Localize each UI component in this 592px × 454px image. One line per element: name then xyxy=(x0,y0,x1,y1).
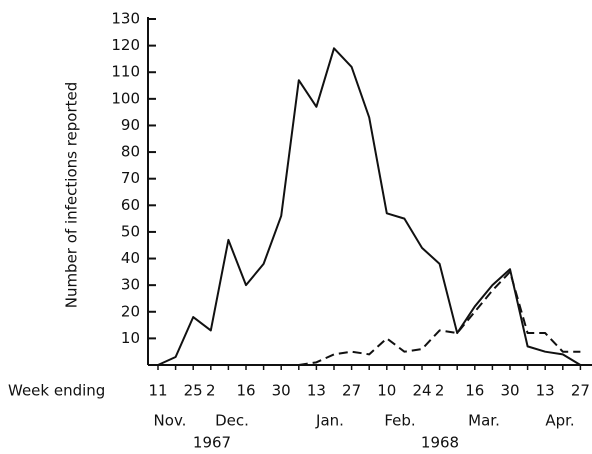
x-tick-label: 27 xyxy=(342,382,361,400)
y-tick-label: 20 xyxy=(121,302,140,320)
y-tick-label: 60 xyxy=(121,196,140,214)
month-label: Apr. xyxy=(545,412,574,430)
y-tick-label: 40 xyxy=(121,249,140,267)
y-tick-label: 130 xyxy=(111,10,140,28)
y-tick-label: 70 xyxy=(121,169,140,187)
y-tick-label: 80 xyxy=(121,143,140,161)
x-tick-label: 27 xyxy=(571,382,590,400)
x-tick-label: 10 xyxy=(377,382,396,400)
x-tick-label: 2 xyxy=(435,382,445,400)
x-tick-label: 30 xyxy=(500,382,519,400)
series-line xyxy=(157,47,581,366)
x-tick-label: 16 xyxy=(236,382,255,400)
y-tick-label: 90 xyxy=(121,116,140,134)
month-label: Nov. xyxy=(154,412,187,430)
y-tick-label: 120 xyxy=(111,36,140,54)
month-label: Dec. xyxy=(215,412,249,430)
x-tick-label: 25 xyxy=(184,382,203,400)
series-line xyxy=(298,270,581,366)
y-tick-label: 50 xyxy=(121,222,140,240)
x-tick-label: 24 xyxy=(412,382,431,400)
y-tick-label: 10 xyxy=(121,329,140,347)
year-label: 1967 xyxy=(193,434,231,452)
x-tick-label: 13 xyxy=(536,382,555,400)
y-tick-label: 110 xyxy=(111,63,140,81)
month-label: Mar. xyxy=(468,412,500,430)
month-label: Jan. xyxy=(315,412,344,430)
y-tick-label: 100 xyxy=(111,89,140,107)
x-axis-label: Week ending xyxy=(8,382,105,400)
month-label: Feb. xyxy=(384,412,415,430)
x-tick-label: 30 xyxy=(272,382,291,400)
x-tick-label: 16 xyxy=(465,382,484,400)
year-label: 1968 xyxy=(421,434,459,452)
x-tick-label: 2 xyxy=(206,382,216,400)
x-tick-label: 13 xyxy=(307,382,326,400)
x-tick-label: 11 xyxy=(148,382,167,400)
y-tick-label: 30 xyxy=(121,276,140,294)
y-axis-label: Number of infections reported xyxy=(63,82,81,309)
